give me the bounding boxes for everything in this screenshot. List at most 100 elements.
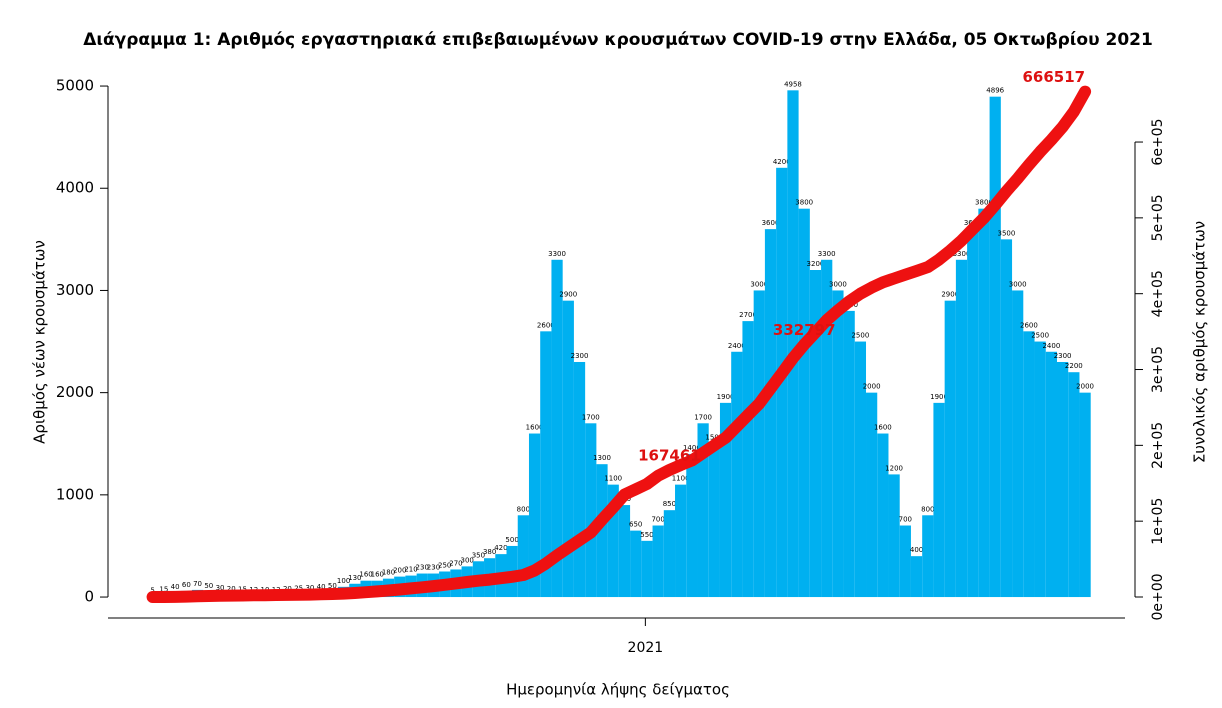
bar-value-label: 2200 [1065,362,1083,370]
bar-value-label: 400 [910,546,923,554]
bar [540,331,552,598]
bar [697,423,709,598]
cumulative-line [146,85,1092,603]
bar-value-label: 2700 [739,311,757,319]
bar [843,310,855,598]
bar-value-label: 200 [393,567,406,575]
bar-value-label: 3500 [998,229,1016,237]
bar [1023,331,1035,598]
bar [1056,361,1069,598]
bar-value-label: 1600 [874,424,892,432]
bar-value-label: 420 [494,544,507,552]
x-tick-label: 2021 [628,640,664,656]
bar-value-label: 3800 [795,199,813,207]
bar-value-label: 1600 [526,424,544,432]
bar-value-label: 230 [416,564,429,572]
bar-value-label: 5 [150,587,154,595]
bar-value-label: 500 [505,536,518,544]
y2-axis-label: Συνολικός αριθμός κρουσμάτων [1191,221,1209,463]
bar [1000,239,1013,598]
bar-value-label: 550 [640,531,653,539]
line-value-label: 167461 [638,447,701,465]
bar-value-label: 1500 [705,434,723,442]
bar [630,530,642,598]
bar [742,321,754,598]
y-axis-label: Αριθμός νέων κρουσμάτων [31,240,49,444]
bar-value-label: 700 [651,516,664,524]
bar [708,443,720,598]
bar [832,290,844,598]
bar-value-label: 1900 [930,393,948,401]
bar [809,270,822,598]
bar-value-label: 2300 [1054,352,1072,360]
bar [1045,351,1057,598]
bar-value-label: 800 [517,505,530,513]
y-tick-label: 4000 [56,179,94,197]
bar [585,423,597,598]
bar [753,290,765,598]
bar [719,402,732,598]
bar-value-label: 2500 [851,332,869,340]
bar [551,259,563,598]
bar [596,464,608,598]
bar [899,525,911,598]
bar-value-label: 700 [899,516,912,524]
bar-value-label: 3000 [1009,280,1027,288]
bar-value-label: 380 [483,548,496,556]
bar-value-label: 60 [182,581,191,589]
bar-value-label: 70 [193,580,202,588]
y2-tick-label: 3e+05 [1150,346,1166,393]
bar [764,229,777,598]
bar-value-label: 1100 [672,475,690,483]
bar-value-label: 3300 [548,250,566,258]
y2-tick-label: 5e+05 [1150,194,1166,241]
bar-value-label: 1700 [582,413,600,421]
bar [787,90,799,598]
bar-value-label: 270 [449,559,462,567]
bar [562,300,574,598]
bar-value-label: 50 [328,582,337,590]
bar-value-label: 2000 [863,383,881,391]
bar [933,402,945,598]
y2-tick-label: 2e+05 [1150,422,1166,469]
y-tick-label: 5000 [56,77,94,95]
bar [978,208,990,598]
bar-value-label: 15 [159,586,168,594]
bar [652,525,664,598]
bar [618,505,631,598]
bar-value-label: 3000 [829,280,847,288]
bar [854,341,867,598]
bar-value-label: 2600 [1020,321,1038,329]
bar [517,515,529,598]
bar [607,484,619,598]
bar-value-label: 3300 [818,250,836,258]
y2-tick-label: 1e+05 [1150,498,1166,545]
bar-value-label: 20 [227,585,236,593]
bar [955,259,968,598]
bar [675,484,687,598]
y-tick-label: 2000 [56,383,94,401]
bar-value-label: 300 [460,556,473,564]
bar-value-label: 2000 [1076,383,1094,391]
bar-value-label: 180 [382,569,395,577]
chart-title: Διάγραμμα 1: Αριθμός εργαστηριακά επιβεβ… [83,30,1153,50]
y-tick-label: 1000 [56,485,94,503]
bar-value-label: 4200 [773,158,791,166]
line-value-label: 332797 [773,321,836,339]
bar-value-label: 350 [472,551,485,559]
bar-value-label: 2300 [571,352,589,360]
bar-value-label: 3300 [953,250,971,258]
bar-value-label: 210 [404,566,417,574]
bar-value-label: 40 [317,583,326,591]
bar-value-label: 4896 [986,87,1004,95]
bar [910,556,923,598]
bar [1068,372,1080,598]
bar [821,259,833,598]
bar [1034,341,1046,598]
bar [798,208,810,598]
bar-value-label: 1300 [593,454,611,462]
bar [877,433,889,598]
bar-value-label: 2600 [537,321,555,329]
bar [866,392,878,598]
